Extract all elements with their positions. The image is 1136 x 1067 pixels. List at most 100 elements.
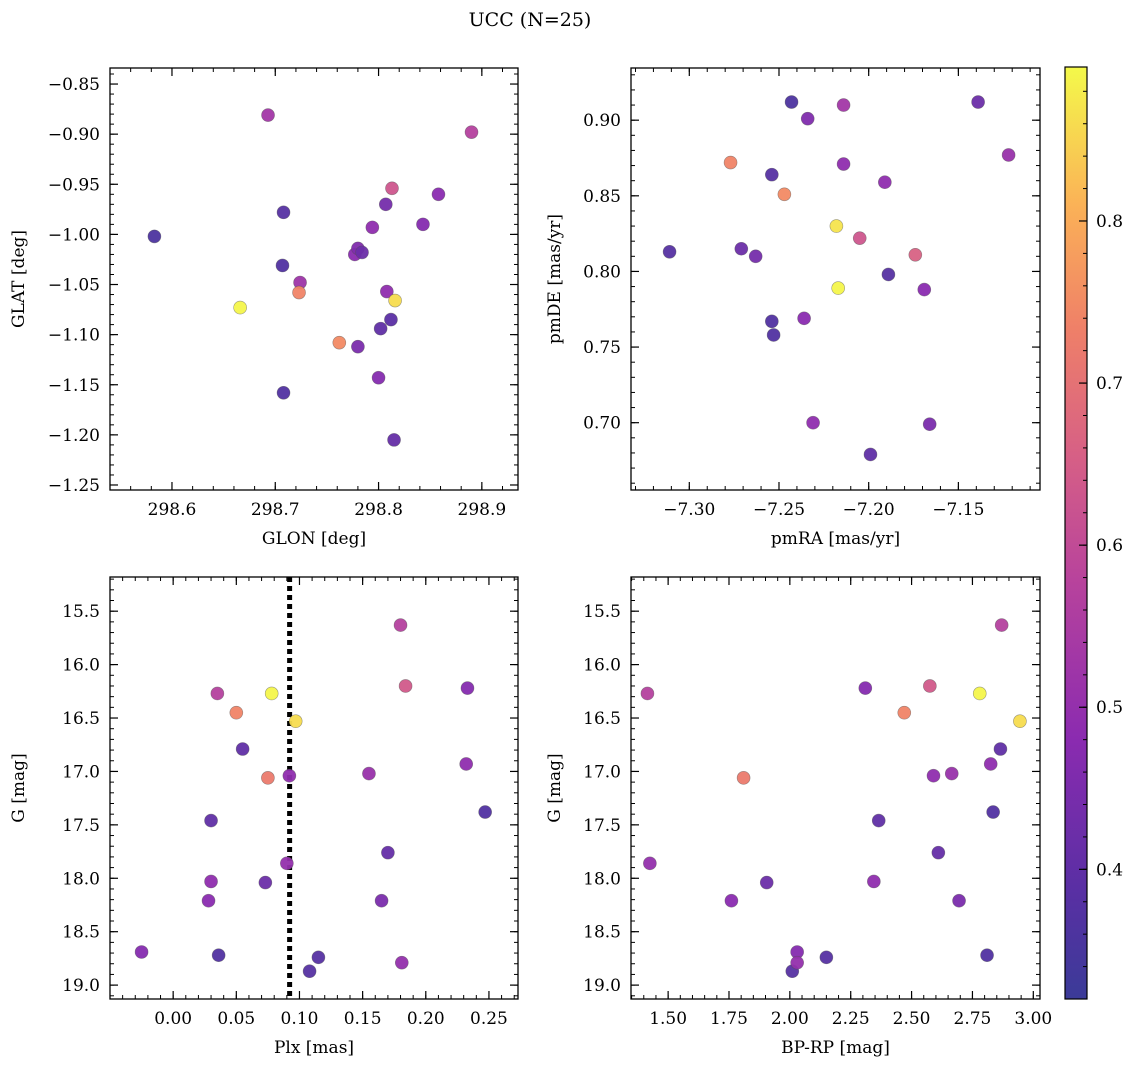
x-axis-label: BP-RP [mag] [781, 1038, 890, 1058]
y-tick-label: −1.05 [48, 276, 100, 296]
data-point [264, 686, 279, 701]
y-tick-label: 0.85 [583, 187, 621, 207]
panel-bprp-g: 1.50 1.75 2.00 2.25 2.50 2.75 3.00 15.5 16.0 16.5… [545, 576, 1052, 1058]
data-point [881, 267, 896, 282]
data-point [766, 328, 781, 342]
data-point [373, 321, 388, 336]
x-tick-label: −7.20 [843, 500, 895, 520]
data-point [922, 417, 937, 432]
data-point [398, 679, 413, 693]
x-tick-label: 298.6 [148, 500, 197, 520]
data-point [235, 742, 250, 756]
data-point [926, 768, 941, 783]
data-point [233, 300, 247, 315]
data-point [258, 875, 273, 890]
data-point [863, 447, 878, 462]
data-point [261, 108, 275, 122]
data-point [388, 293, 402, 308]
data-point [261, 771, 275, 785]
y-tick-label: 16.0 [583, 656, 621, 676]
x-tick-label: 1.75 [710, 1009, 748, 1029]
data-point [351, 339, 365, 354]
y-tick-label: 18.0 [583, 869, 621, 889]
data-point [643, 856, 657, 871]
colorbar-tick-label: 0.7 [1096, 374, 1123, 394]
colorbar-tick-label: 0.6 [1096, 536, 1123, 556]
x-tick-label: 2.75 [954, 1009, 992, 1029]
data-point [371, 370, 386, 385]
x-tick-label: −7.25 [753, 500, 805, 520]
data-point [134, 945, 149, 959]
y-tick-label: −1.20 [48, 426, 100, 446]
axes-frame [109, 576, 519, 1000]
data-point [201, 893, 216, 908]
panel-plx-g: 0.00 0.05 0.10 0.15 0.20 0.25 15.5 16.0 16.5 17.0… [9, 576, 519, 1058]
x-tick-label: 298.8 [354, 500, 403, 520]
data-point [478, 805, 492, 819]
y-axis-label: G [mag] [545, 753, 565, 822]
x-tick-label: 0.20 [407, 1009, 445, 1029]
axes-frame [630, 576, 1041, 1000]
data-point [765, 167, 779, 182]
data-point [464, 125, 479, 139]
y-tick-label: −1.00 [48, 225, 100, 245]
data-point [748, 249, 763, 264]
data-point [917, 282, 932, 297]
data-point [431, 187, 446, 202]
x-tick-label: 2.50 [893, 1009, 931, 1029]
y-tick-label: 17.5 [583, 816, 621, 836]
data-point [952, 893, 966, 908]
data-point [858, 681, 873, 695]
y-tick-label: 17.5 [62, 816, 100, 836]
y-tick-label: 17.0 [583, 762, 621, 782]
x-tick-label: 0.10 [281, 1009, 319, 1029]
y-axis-label: GLAT [deg] [9, 230, 29, 328]
data-point [908, 247, 923, 262]
data-point [302, 964, 317, 979]
data-point [365, 220, 380, 235]
data-point [393, 618, 408, 632]
data-point [459, 757, 474, 771]
data-point [355, 245, 369, 260]
data-point [416, 217, 430, 232]
data-point [983, 757, 998, 771]
data-point [292, 285, 306, 300]
y-axis-label: G [mag] [9, 753, 29, 822]
data-point [332, 335, 347, 350]
colorbar-tick-label: 0.4 [1096, 860, 1123, 880]
data-point [797, 311, 811, 326]
data-point [147, 229, 162, 244]
figure-title: UCC (N=25) [469, 9, 592, 31]
y-tick-label: 18.0 [62, 869, 100, 889]
data-point [311, 950, 326, 965]
data-point [923, 679, 937, 693]
data-point [374, 893, 389, 908]
data-point [980, 948, 994, 962]
y-tick-label: 17.0 [62, 762, 100, 782]
data-point [381, 845, 395, 860]
data-point [204, 813, 218, 828]
data-point [362, 766, 376, 781]
data-point [1001, 148, 1016, 162]
panel-pmra-pmde: −7.30 −7.25 −7.20 −7.15 0.70 0.75 0.80 0.85 0.90… [545, 67, 1041, 549]
y-tick-label: −0.90 [48, 125, 100, 145]
data-point [993, 742, 1008, 756]
y-tick-label: 19.0 [62, 976, 100, 996]
x-axis-label: Plx [mas] [274, 1038, 354, 1058]
data-point [662, 244, 677, 259]
y-tick-label: −1.15 [48, 376, 100, 396]
x-axis-label: pmRA [mas/yr] [771, 529, 900, 549]
y-tick-label: 0.80 [583, 262, 621, 282]
data-point [640, 686, 655, 701]
data-point [790, 955, 804, 970]
panel-glon-glat: 298.6 298.7 298.8 298.9 −0.85 −0.90 −0.95 −1.00… [9, 67, 519, 549]
data-point [986, 805, 1000, 819]
x-tick-label: −7.30 [663, 500, 715, 520]
y-tick-label: −1.25 [48, 476, 100, 496]
x-tick-label: 2.00 [771, 1009, 809, 1029]
x-tick-label: 298.7 [251, 500, 300, 520]
data-point [384, 312, 398, 327]
axes-frame [109, 67, 519, 491]
x-tick-label: 2.25 [832, 1009, 870, 1029]
